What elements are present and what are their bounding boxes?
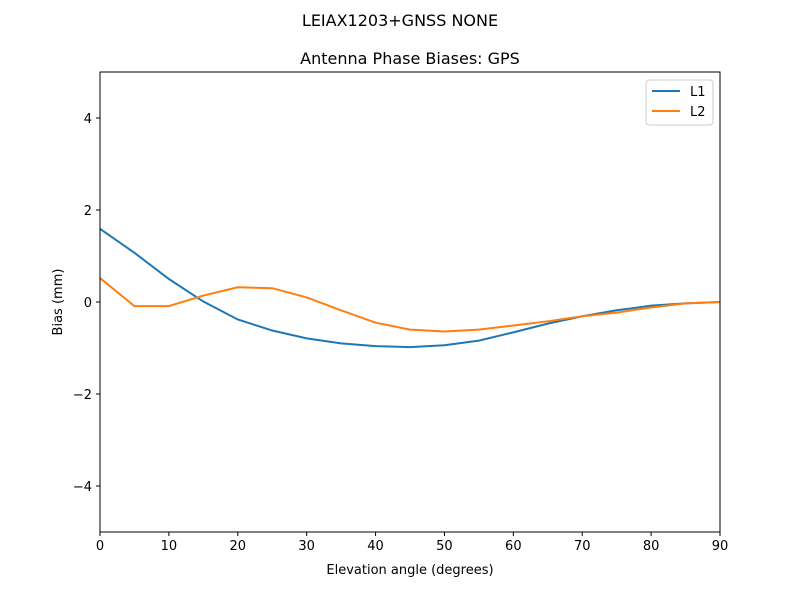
legend-label: L2 [690,105,706,120]
y-tick-label: 2 [84,204,92,219]
y-tick-label: −2 [73,388,92,403]
x-tick-label: 50 [436,539,453,554]
x-tick-label: 0 [96,539,104,554]
series-line-L1 [99,228,721,349]
y-tick-label: −4 [73,480,92,495]
x-tick-label: 60 [505,539,522,554]
chart-suptitle: LEIAX1203+GNSS NONE [302,11,498,30]
series-line-L2 [99,277,721,333]
y-tick-label: 4 [84,112,92,127]
plot-frame [99,71,721,533]
x-tick-label: 20 [230,539,247,554]
x-axis-label: Elevation angle (degrees) [326,563,493,578]
y-axis-label: Bias (mm) [51,269,66,336]
chart-title: Antenna Phase Biases: GPS [300,49,520,68]
x-tick-label: 70 [574,539,591,554]
x-tick-label: 40 [367,539,384,554]
x-tick-label: 90 [712,539,729,554]
y-tick-label: 0 [84,296,92,311]
x-tick-label: 80 [643,539,660,554]
x-tick-label: 10 [161,539,178,554]
legend-label: L1 [690,85,706,100]
x-tick-label: 30 [298,539,315,554]
